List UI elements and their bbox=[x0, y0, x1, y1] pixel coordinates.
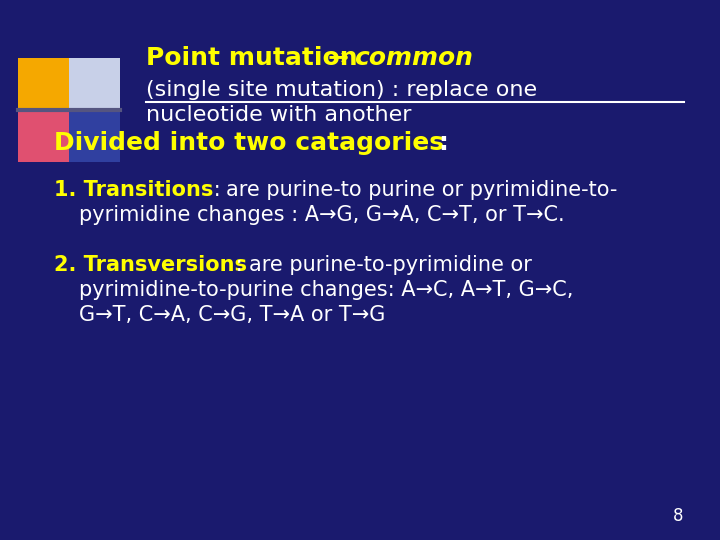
Text: G→T, C→A, C→G, T→A or T→G: G→T, C→A, C→G, T→A or T→G bbox=[78, 305, 385, 325]
Text: :: : bbox=[438, 131, 448, 155]
Text: 1. Transitions: 1. Transitions bbox=[54, 180, 214, 200]
Text: are purine-to-pyrimidine or: are purine-to-pyrimidine or bbox=[249, 255, 532, 275]
Text: common: common bbox=[354, 46, 473, 70]
Bar bbox=[69, 58, 120, 110]
Text: are purine-to purine or pyrimidine-to-: are purine-to purine or pyrimidine-to- bbox=[226, 180, 618, 200]
Bar bbox=[69, 110, 120, 162]
Text: Point mutation: Point mutation bbox=[145, 46, 366, 70]
Text: 8: 8 bbox=[673, 507, 684, 525]
Text: :: : bbox=[207, 180, 227, 200]
Bar bbox=[18, 110, 69, 162]
Text: Divided into two catagories: Divided into two catagories bbox=[54, 131, 444, 155]
Text: pyrimidine changes : A→G, G→A, C→T, or T→C.: pyrimidine changes : A→G, G→A, C→T, or T… bbox=[78, 205, 564, 225]
Text: nucleotide with another: nucleotide with another bbox=[145, 105, 411, 125]
Text: (single site mutation) : replace one: (single site mutation) : replace one bbox=[145, 80, 536, 100]
Text: :: : bbox=[229, 255, 250, 275]
Text: 2. Transversions: 2. Transversions bbox=[54, 255, 247, 275]
Bar bbox=[18, 58, 69, 110]
Text: pyrimidine-to-purine changes: A→C, A→T, G→C,: pyrimidine-to-purine changes: A→C, A→T, … bbox=[78, 280, 573, 300]
Text: →: → bbox=[328, 46, 357, 70]
